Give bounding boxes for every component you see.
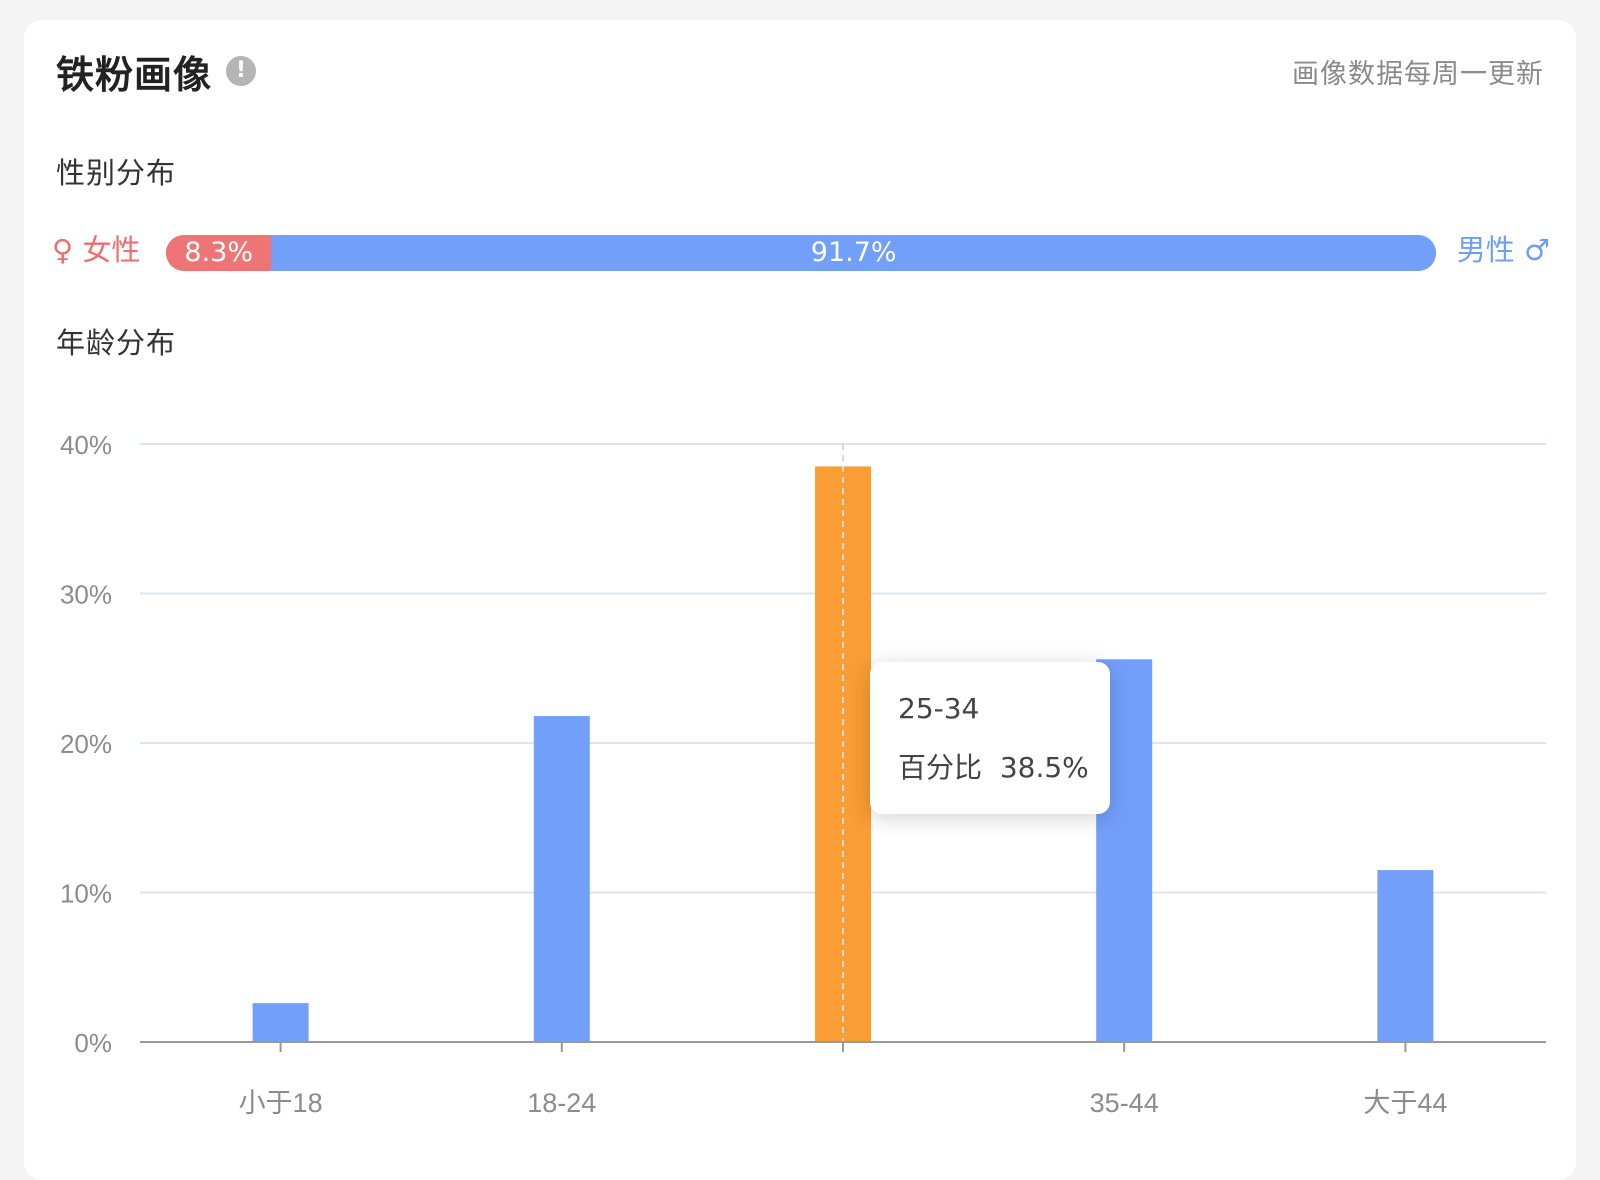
tooltip-category: 25-34 — [898, 692, 980, 725]
tooltip-metric-value: 38.5% — [999, 751, 1089, 784]
gender-ratio-bar: 8.3% 91.7% — [166, 235, 1436, 271]
x-tick-label: 小于18 — [239, 1088, 323, 1118]
tooltip-value-line: 百分比 38.5% — [898, 746, 1089, 786]
gender-section-label: 性别分布 — [56, 156, 177, 190]
female-segment: 8.3% — [166, 235, 272, 271]
tooltip-metric-label: 百分比 — [898, 751, 983, 784]
page-title: 铁粉画像 — [56, 53, 213, 97]
fan-profile-card — [24, 20, 1576, 1180]
male-label: 男性 ♂ — [1456, 233, 1550, 267]
bar-5[interactable] — [1377, 870, 1434, 1042]
female-label: ♀ 女性 — [52, 233, 141, 267]
x-tick-label: 35-44 — [1090, 1088, 1159, 1118]
male-segment: 91.7% — [271, 235, 1436, 271]
bar-1[interactable] — [252, 1003, 309, 1042]
y-tick-label: 0% — [74, 1028, 112, 1058]
update-note: 画像数据每周一更新 — [1292, 59, 1544, 90]
x-tick-label: 大于44 — [1363, 1088, 1447, 1118]
y-tick-label: 40% — [60, 430, 112, 460]
age-section-label: 年龄分布 — [56, 326, 177, 360]
bar-2[interactable] — [533, 716, 590, 1042]
y-tick-label: 20% — [60, 729, 112, 759]
x-tick-label: 18-24 — [527, 1088, 596, 1118]
y-tick-label: 10% — [60, 879, 112, 909]
chart-tooltip: 25-34 百分比 38.5% — [870, 662, 1110, 814]
y-tick-label: 30% — [60, 580, 112, 610]
info-icon[interactable]: ! — [226, 56, 256, 86]
